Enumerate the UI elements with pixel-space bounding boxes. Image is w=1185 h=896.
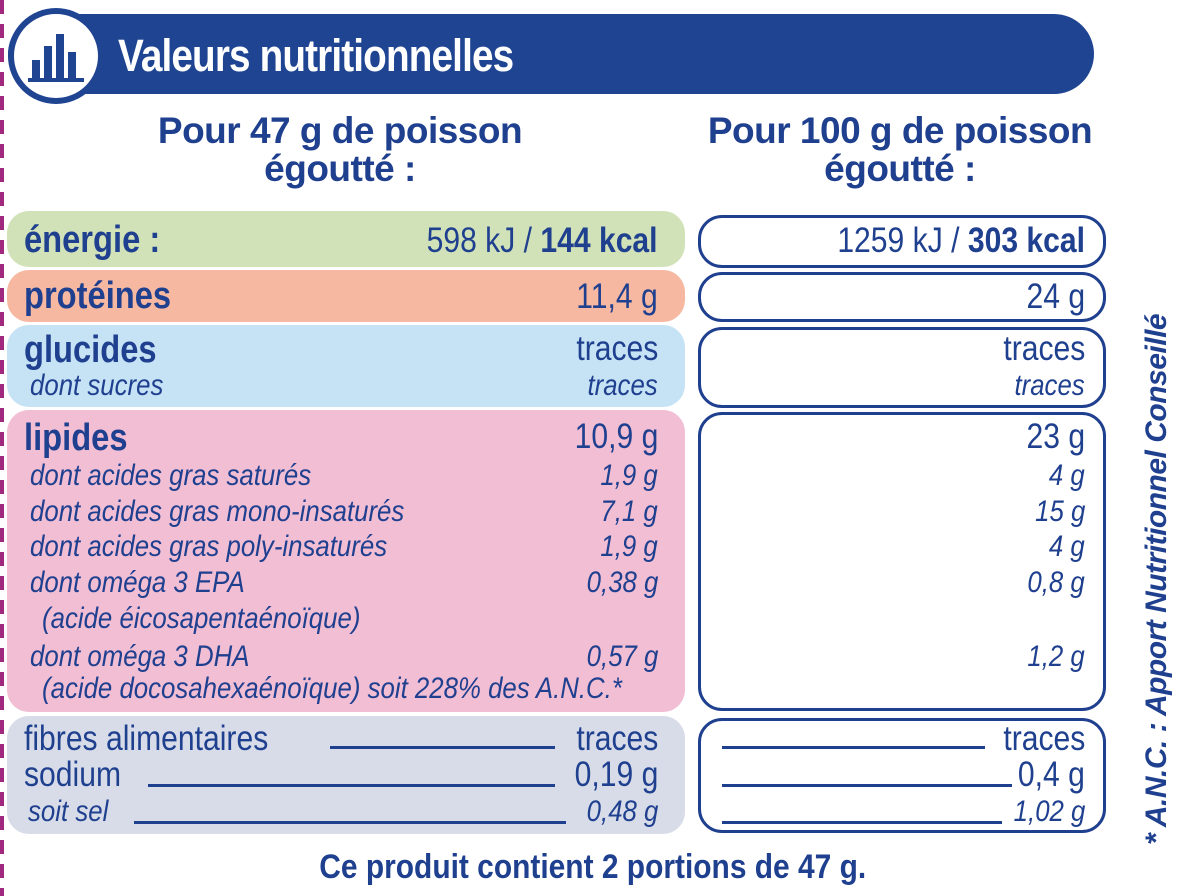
fat-box [698, 412, 1106, 711]
page-title: Valeurs nutritionnelles [118, 30, 514, 81]
column-header-portion-line1: Pour 47 g de poisson [157, 110, 523, 151]
logo-badge [8, 8, 104, 104]
header-bar [8, 14, 1094, 94]
other-band [7, 716, 685, 834]
column-header-per100-line2: égoutté : [824, 148, 976, 189]
saturated-portion-value: 1,9 g [600, 459, 658, 492]
energy-per100-kj: 1259 kJ / [837, 221, 968, 260]
energy-portion-kj: 598 kJ / [427, 221, 541, 260]
energy-label: énergie : [24, 219, 161, 261]
protein-per100-value: 24 g [1026, 277, 1085, 316]
sodium-label: sodium [24, 755, 122, 794]
energy-band [7, 211, 685, 267]
sodium-per100-value: 0,4 g [1018, 755, 1085, 794]
protein-band [7, 270, 685, 322]
energy-per100-value: 1259 kJ / 303 kcal [837, 222, 1085, 260]
poly-per100-value: 4 g [1049, 530, 1085, 563]
protein-label: protéines [24, 275, 172, 317]
sodium-leader-line [148, 784, 555, 787]
fibre-per100-value: traces [1003, 719, 1085, 758]
salt-per100-value: 1,02 g [1013, 795, 1085, 828]
anc-footnote: * A.N.C. : Apport Nutritionnel Conseillé [1140, 313, 1173, 845]
energy-per100-kcal: 303 kcal [967, 221, 1085, 260]
sugars-portion-value: traces [587, 369, 658, 402]
sodium-portion-value: 0,19 g [574, 755, 658, 794]
column-header-portion-line2: égoutté : [264, 148, 416, 189]
column-header-per100-line1: Pour 100 g de poisson [707, 110, 1093, 151]
energy-box [698, 215, 1106, 268]
portion-footer: Ce produit contient 2 portions de 47 g. [0, 848, 1185, 887]
carb-band [7, 325, 685, 407]
other-box [698, 718, 1106, 833]
salt-label: soit sel [28, 795, 109, 828]
mono-label: dont acides gras mono-insaturés [30, 495, 405, 528]
portion-footer-text: Ce produit contient 2 portions de 47 g. [319, 848, 866, 886]
fibre-label: fibres alimentaires [24, 719, 269, 758]
mono-per100-value: 15 g [1034, 495, 1085, 528]
column-header-per100: Pour 100 g de poisson égoutté : [690, 112, 1110, 188]
saturated-label: dont acides gras saturés [30, 459, 312, 492]
fibre-portion-value: traces [576, 719, 658, 758]
sugars-per100-value: traces [1014, 369, 1085, 402]
salt-leader-line [134, 821, 566, 824]
fibre-per100-leader-line [722, 746, 985, 749]
fat-portion-value: 10,9 g [574, 417, 658, 456]
column-header-portion: Pour 47 g de poisson égoutté : [120, 112, 560, 188]
fat-per100-value: 23 g [1026, 417, 1085, 456]
dha-subtext: (acide docosahexaénoïque) soit 228% des … [42, 672, 622, 705]
protein-portion-value: 11,4 g [576, 277, 658, 316]
epa-portion-value: 0,38 g [586, 566, 658, 599]
dha-per100-value: 1,2 g [1027, 640, 1085, 673]
bar-chart-icon [28, 34, 84, 82]
epa-label: dont oméga 3 EPA [30, 566, 245, 599]
fibre-leader-line [330, 746, 555, 749]
carb-box [698, 327, 1106, 408]
dha-portion-value: 0,57 g [586, 640, 658, 673]
carb-portion-value: traces [576, 329, 658, 368]
salt-portion-value: 0,48 g [586, 795, 658, 828]
saturated-per100-value: 4 g [1049, 459, 1085, 492]
fat-band [7, 410, 685, 712]
sodium-per100-leader-line [722, 784, 1012, 787]
energy-portion-kcal: 144 kcal [540, 221, 658, 260]
dha-label: dont oméga 3 DHA [30, 640, 250, 673]
mono-portion-value: 7,1 g [600, 495, 658, 528]
carb-label: glucides [24, 329, 157, 371]
protein-box [698, 272, 1106, 322]
epa-per100-value: 0,8 g [1027, 566, 1085, 599]
energy-portion-value: 598 kJ / 144 kcal [427, 222, 658, 260]
salt-per100-leader-line [722, 821, 1002, 824]
fat-label: lipides [24, 417, 128, 459]
carb-per100-value: traces [1003, 329, 1085, 368]
sugars-label: dont sucres [30, 369, 164, 402]
poly-label: dont acides gras poly-insaturés [30, 530, 388, 563]
poly-portion-value: 1,9 g [600, 530, 658, 563]
cut-line [0, 0, 4, 896]
epa-subtext: (acide éicosapentaénoïque) [42, 602, 361, 635]
